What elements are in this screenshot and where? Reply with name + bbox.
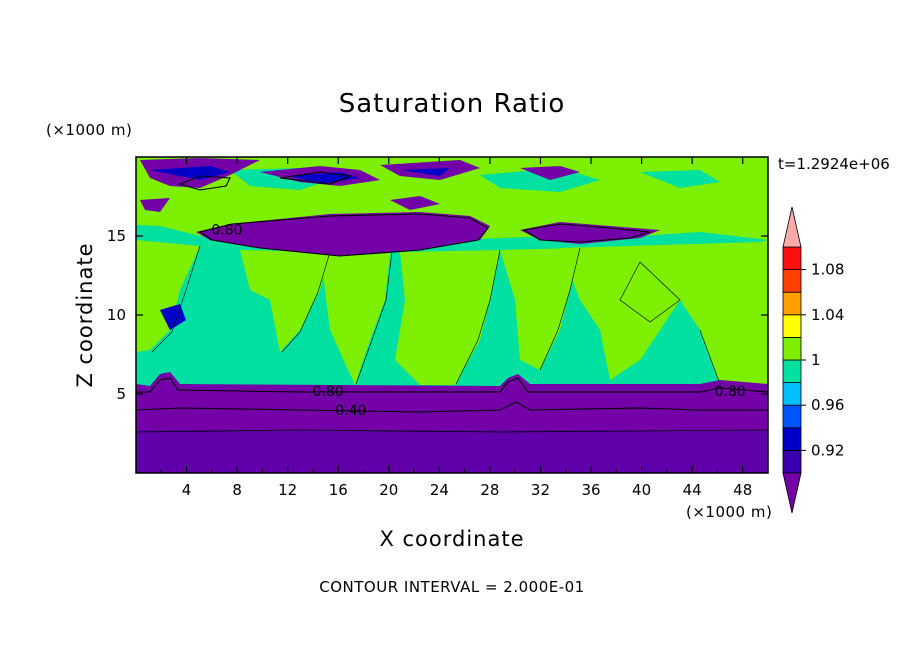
y-axis-label: Z coordinate (73, 242, 97, 387)
contour-040 (136, 401, 768, 413)
contour-label: 0.80 (714, 384, 745, 400)
x-tick-label: 20 (379, 481, 398, 499)
colorbar-tick-label: 0.92 (811, 441, 844, 459)
colorbar-tick-label: 1 (811, 351, 821, 369)
contour-080-aloft (178, 171, 651, 257)
colorbar-segment (782, 359, 802, 384)
colorbar-tick-label: 1.04 (811, 306, 844, 324)
y-tick-label: 15 (107, 227, 126, 245)
colorbar-segment (782, 336, 802, 361)
y-axis-ticks: 5 10 15 (107, 227, 768, 403)
x-unit-label: (×1000 m) (686, 503, 772, 521)
colorbar-upper-extend (782, 206, 802, 248)
contour-mid-thin (151, 245, 721, 385)
contour-label: 0.80 (313, 384, 344, 400)
x-tick-label: 24 (430, 481, 449, 499)
y-unit-label: (×1000 m) (46, 121, 132, 139)
x-tick-label: 44 (683, 481, 702, 499)
y-tick-label: 5 (116, 385, 126, 403)
time-label: t=1.2924e+06 (778, 155, 890, 173)
x-tick-label: 32 (531, 481, 550, 499)
x-tick-label: 48 (733, 481, 752, 499)
colorbar-segment (782, 269, 802, 293)
contour-label: 0.40 (335, 403, 366, 419)
saturation-field (136, 157, 768, 473)
colorbar-segment (782, 314, 802, 338)
x-tick-label: 8 (232, 481, 242, 499)
x-axis-label: X coordinate (379, 527, 524, 551)
colorbar-segment (782, 449, 802, 474)
dry-layer-aloft-blue (160, 304, 186, 330)
contour-interval-note: CONTOUR INTERVAL = 2.000E-01 (319, 578, 584, 596)
contour-080-lower (136, 377, 768, 393)
colorbar-tick-label: 1.08 (811, 261, 844, 279)
contour-label: 0.80 (211, 223, 242, 239)
lower-dry-layer (136, 372, 768, 473)
colorbar: 0.92 0.96 1 1.04 1.08 (782, 206, 844, 514)
x-tick-label: 40 (632, 481, 651, 499)
contour-labels: 0.80 0.80 0.80 0.40 (211, 223, 745, 419)
x-tick-label: 12 (278, 481, 297, 499)
chart-title: Saturation Ratio (339, 89, 566, 119)
colorbar-segment (782, 404, 802, 429)
x-tick-label: 4 (182, 481, 192, 499)
dry-layer-aloft (196, 212, 660, 256)
contour-lower-thin (136, 429, 768, 433)
mid-green-plumes (136, 240, 768, 385)
x-tick-label: 16 (329, 481, 348, 499)
colorbar-segment (782, 246, 802, 271)
x-tick-label: 36 (581, 481, 600, 499)
colorbar-lower-extend (782, 472, 802, 514)
colorbar-tick-label: 0.96 (811, 396, 844, 414)
upper-blue-streaks (150, 166, 450, 184)
y-tick-label: 10 (107, 306, 126, 324)
colorbar-segment (782, 382, 802, 406)
colorbar-segment (782, 427, 802, 451)
x-axis-ticks: 4 8 12 16 20 24 28 32 36 40 44 48 (160, 157, 752, 499)
upper-dry-streaks (140, 158, 580, 212)
colorbar-segment (782, 291, 802, 316)
bottom-dry-band (136, 430, 768, 473)
x-tick-label: 28 (480, 481, 499, 499)
